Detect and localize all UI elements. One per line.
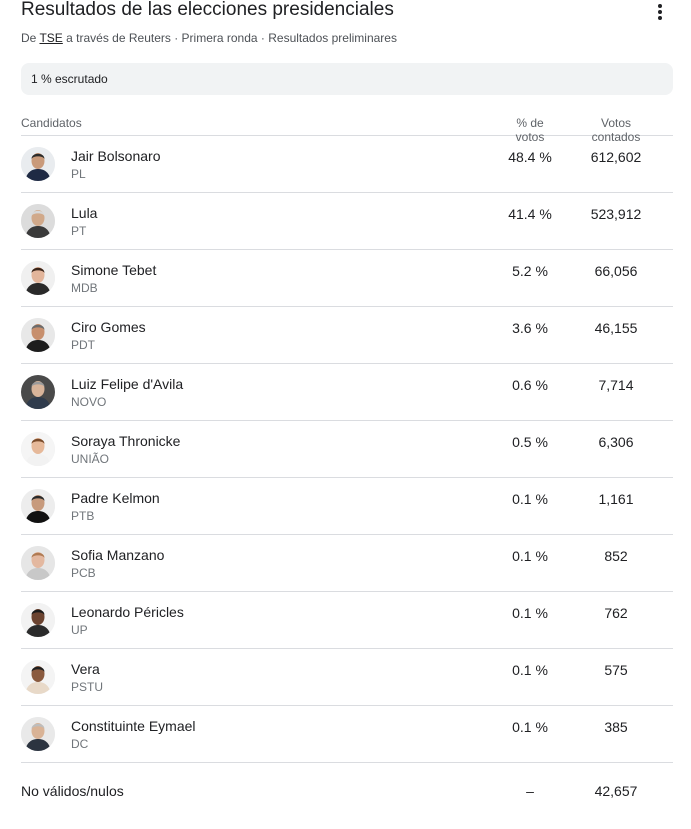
candidate-avatar — [21, 489, 55, 523]
column-header-votes: Votos contados — [591, 116, 641, 144]
candidate-row[interactable]: Luiz Felipe d'Avila NOVO 0.6 % 7,714 — [21, 364, 673, 421]
candidate-avatar — [21, 204, 55, 238]
candidate-name: Soraya Thronicke — [71, 433, 181, 449]
candidate-row[interactable]: Vera PSTU 0.1 % 575 — [21, 649, 673, 706]
invalid-votes-count: 42,657 — [594, 783, 638, 799]
candidate-name: Constituinte Eymael — [71, 718, 196, 734]
candidate-vote-percent: 41.4 % — [508, 206, 552, 222]
candidate-vote-count: 7,714 — [598, 377, 634, 393]
more-vert-icon[interactable] — [652, 2, 668, 22]
candidate-name: Ciro Gomes — [71, 319, 146, 335]
candidate-avatar — [21, 318, 55, 352]
candidate-vote-percent: 0.1 % — [512, 605, 548, 621]
candidate-row[interactable]: Jair Bolsonaro PL 48.4 % 612,602 — [21, 136, 673, 193]
column-header-percent: % de votos — [515, 116, 545, 144]
candidate-list: Jair Bolsonaro PL 48.4 % 612,602 Lula PT 41.4 … — [21, 136, 673, 763]
candidate-name: Jair Bolsonaro — [71, 148, 161, 164]
status-banner: 1 % escrutado — [21, 63, 673, 95]
source-suffix: a través de Reuters · Primera ronda · Re… — [66, 31, 397, 45]
candidate-name: Leonardo Péricles — [71, 604, 184, 620]
candidate-vote-count: 612,602 — [590, 149, 642, 165]
page-title: Resultados de las elecciones presidencia… — [21, 0, 394, 20]
candidate-vote-percent: 0.1 % — [512, 491, 548, 507]
candidate-party: PCB — [71, 566, 96, 580]
candidate-name: Simone Tebet — [71, 262, 157, 278]
candidate-vote-count: 46,155 — [594, 320, 638, 336]
candidate-vote-count: 523,912 — [590, 206, 642, 222]
candidate-row[interactable]: Leonardo Péricles UP 0.1 % 762 — [21, 592, 673, 649]
candidate-vote-count: 852 — [604, 548, 628, 564]
status-text: 1 % escrutado — [31, 72, 108, 86]
candidate-row[interactable]: Constituinte Eymael DC 0.1 % 385 — [21, 706, 673, 763]
candidate-avatar — [21, 147, 55, 181]
candidate-name: Vera — [71, 661, 100, 677]
candidate-party: NOVO — [71, 395, 107, 409]
candidate-avatar — [21, 546, 55, 580]
candidate-vote-percent: 0.1 % — [512, 548, 548, 564]
column-header-candidates: Candidatos — [21, 116, 82, 130]
candidate-row[interactable]: Padre Kelmon PTB 0.1 % 1,161 — [21, 478, 673, 535]
invalid-votes-row: No válidos/nulos – 42,657 — [21, 764, 673, 818]
candidate-vote-count: 66,056 — [594, 263, 638, 279]
candidate-vote-percent: 5.2 % — [512, 263, 548, 279]
candidate-vote-count: 385 — [604, 719, 628, 735]
candidate-row[interactable]: Sofia Manzano PCB 0.1 % 852 — [21, 535, 673, 592]
candidate-vote-percent: 0.6 % — [512, 377, 548, 393]
candidate-name: Sofia Manzano — [71, 547, 165, 563]
candidate-avatar — [21, 375, 55, 409]
source-link-tse[interactable]: TSE — [39, 31, 63, 45]
candidate-party: DC — [71, 737, 89, 751]
candidate-name: Luiz Felipe d'Avila — [71, 376, 184, 392]
candidate-row[interactable]: Lula PT 41.4 % 523,912 — [21, 193, 673, 250]
candidate-row[interactable]: Simone Tebet MDB 5.2 % 66,056 — [21, 250, 673, 307]
candidate-party: PDT — [71, 338, 95, 352]
candidate-avatar — [21, 660, 55, 694]
candidate-vote-count: 575 — [604, 662, 628, 678]
candidate-party: PSTU — [71, 680, 104, 694]
candidate-party: PL — [71, 167, 86, 181]
source-prefix: De — [21, 31, 37, 45]
candidate-avatar — [21, 432, 55, 466]
table-header: Candidatos % de votos Votos contados — [21, 109, 673, 144]
candidate-party: UP — [71, 623, 88, 637]
candidate-avatar — [21, 603, 55, 637]
candidate-party: PT — [71, 224, 87, 238]
candidate-row[interactable]: Soraya Thronicke UNIÃO 0.5 % 6,306 — [21, 421, 673, 478]
candidate-party: PTB — [71, 509, 95, 523]
candidate-avatar — [21, 717, 55, 751]
invalid-votes-percent: – — [526, 783, 534, 799]
candidate-vote-percent: 0.5 % — [512, 434, 548, 450]
candidate-vote-percent: 48.4 % — [508, 149, 552, 165]
candidate-avatar — [21, 261, 55, 295]
candidate-row[interactable]: Ciro Gomes PDT 3.6 % 46,155 — [21, 307, 673, 364]
candidate-name: Lula — [71, 205, 98, 221]
candidate-party: MDB — [71, 281, 98, 295]
source-line: De TSE a través de Reuters · Primera ron… — [21, 31, 397, 45]
candidate-party: UNIÃO — [71, 452, 110, 466]
candidate-vote-count: 762 — [604, 605, 628, 621]
candidate-vote-percent: 0.1 % — [512, 662, 548, 678]
candidate-vote-percent: 0.1 % — [512, 719, 548, 735]
candidate-vote-count: 6,306 — [598, 434, 634, 450]
candidate-vote-count: 1,161 — [598, 491, 634, 507]
candidate-vote-percent: 3.6 % — [512, 320, 548, 336]
candidate-name: Padre Kelmon — [71, 490, 160, 506]
invalid-votes-label: No válidos/nulos — [21, 783, 124, 799]
